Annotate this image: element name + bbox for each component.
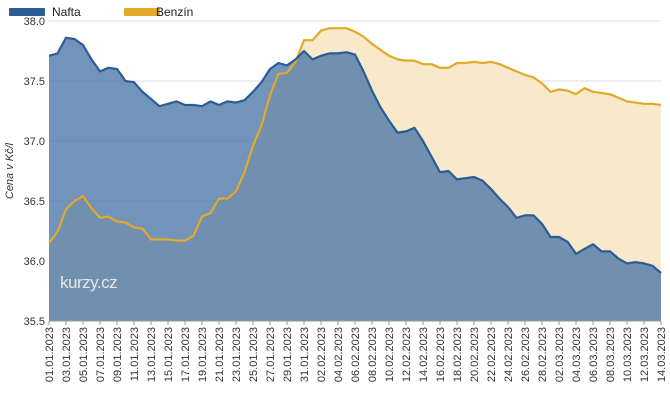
x-tick-label: 31.01.2023 bbox=[299, 327, 311, 382]
x-tick-label: 26.02.2023 bbox=[520, 327, 532, 382]
x-tick-label: 18.02.2023 bbox=[452, 327, 464, 382]
x-tick-label: 29.01.2023 bbox=[282, 327, 294, 382]
x-tick-label: 02.03.2023 bbox=[554, 327, 566, 382]
x-tick-label: 12.03.2023 bbox=[639, 327, 651, 382]
x-tick-label: 11.01.2023 bbox=[129, 327, 141, 381]
x-tick-label: 10.03.2023 bbox=[622, 327, 634, 382]
y-tick-label: 38.0 bbox=[24, 16, 45, 28]
y-axis: 35.5 36.0 36.5 37.0 37.5 38.0 bbox=[24, 16, 45, 328]
x-tick-label: 07.01.2023 bbox=[95, 327, 107, 382]
y-tick-label: 36.5 bbox=[24, 196, 45, 208]
x-axis: 01.01.2023 03.01.2023 05.01.2023 07.01.2023… bbox=[44, 320, 668, 382]
legend: Nafta Benzín bbox=[9, 5, 193, 19]
x-tick-label: 25.01.2023 bbox=[248, 327, 260, 382]
x-tick-label: 04.02.2023 bbox=[333, 327, 345, 382]
x-tick-label: 27.01.2023 bbox=[265, 327, 277, 382]
watermark: kurzy.cz bbox=[60, 273, 117, 292]
y-tick-label: 37.5 bbox=[24, 76, 45, 88]
legend-label-nafta: Nafta bbox=[52, 5, 81, 19]
x-tick-label: 21.01.2023 bbox=[214, 327, 226, 382]
area-nafta bbox=[49, 37, 661, 322]
y-axis-label: Cena v Kč/l bbox=[4, 142, 16, 199]
x-tick-label: 06.02.2023 bbox=[350, 327, 362, 382]
x-tick-label: 23.01.2023 bbox=[231, 327, 243, 382]
x-tick-label: 04.03.2023 bbox=[571, 327, 583, 382]
x-tick-label: 22.02.2023 bbox=[486, 327, 498, 382]
x-tick-label: 17.01.2023 bbox=[180, 327, 192, 382]
x-tick-label: 03.01.2023 bbox=[61, 327, 73, 382]
x-tick-label: 09.01.2023 bbox=[112, 327, 124, 382]
x-tick-label: 20.02.2023 bbox=[469, 327, 481, 382]
line-nafta bbox=[48, 36, 662, 274]
x-tick-label: 14.02.2023 bbox=[418, 327, 430, 382]
series-lines bbox=[48, 27, 662, 274]
x-tick-label: 19.01.2023 bbox=[197, 327, 209, 382]
x-tick-label: 08.03.2023 bbox=[605, 327, 617, 382]
x-tick-label: 16.02.2023 bbox=[435, 327, 447, 382]
x-tick-label: 05.01.2023 bbox=[78, 327, 90, 382]
x-tick-label: 02.02.2023 bbox=[316, 327, 328, 382]
x-tick-label: 14.03.2023 bbox=[656, 327, 668, 382]
x-tick-label: 06.03.2023 bbox=[588, 327, 600, 382]
x-tick-label: 10.02.2023 bbox=[384, 327, 396, 382]
y-tick-label: 35.5 bbox=[24, 316, 45, 328]
y-tick-label: 36.0 bbox=[24, 256, 45, 268]
series-areas bbox=[49, 28, 661, 322]
y-tick-label: 37.0 bbox=[24, 136, 45, 148]
x-tick-label: 12.02.2023 bbox=[401, 327, 413, 382]
x-tick-label: 15.01.2023 bbox=[163, 327, 175, 382]
legend-swatch-benzin bbox=[124, 8, 160, 16]
x-tick-label: 28.02.2023 bbox=[537, 327, 549, 382]
legend-swatch-nafta bbox=[9, 8, 45, 16]
x-tick-label: 08.02.2023 bbox=[367, 327, 379, 382]
x-tick-label: 24.02.2023 bbox=[503, 327, 515, 382]
legend-label-benzin: Benzín bbox=[156, 5, 193, 19]
x-tick-label: 13.01.2023 bbox=[146, 327, 158, 382]
x-tick-label: 01.01.2023 bbox=[44, 327, 56, 382]
line-benzin bbox=[48, 27, 662, 244]
